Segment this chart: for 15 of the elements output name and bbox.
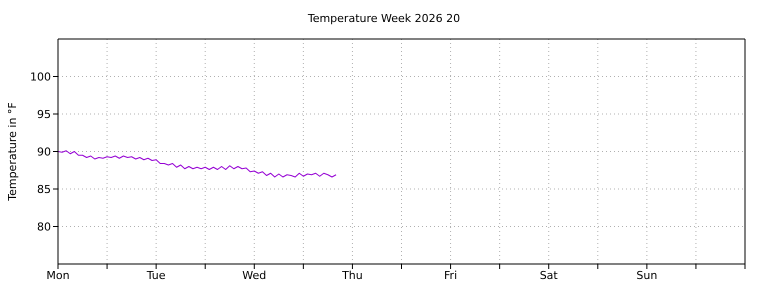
chart-title: Temperature Week 2026 20 [306, 11, 462, 27]
y-tick-label: 100 [30, 70, 51, 84]
y-tick-label: 80 [37, 220, 51, 234]
line-series [58, 150, 337, 178]
x-tick-label: Fri [444, 268, 458, 282]
x-tick-label: Tue [146, 268, 166, 282]
x-tick-label: Sat [540, 268, 558, 282]
y-tick-label: 95 [37, 108, 51, 121]
x-tick-label: Mon [46, 268, 70, 282]
x-tick-label: Thu [341, 268, 363, 282]
y-tick-label: 85 [37, 182, 51, 196]
x-tick-label: Wed [242, 268, 266, 282]
x-tick-label: Sun [636, 268, 658, 282]
y-tick-label: 90 [37, 145, 51, 158]
y-axis-title: Temperature in °F [6, 102, 19, 202]
